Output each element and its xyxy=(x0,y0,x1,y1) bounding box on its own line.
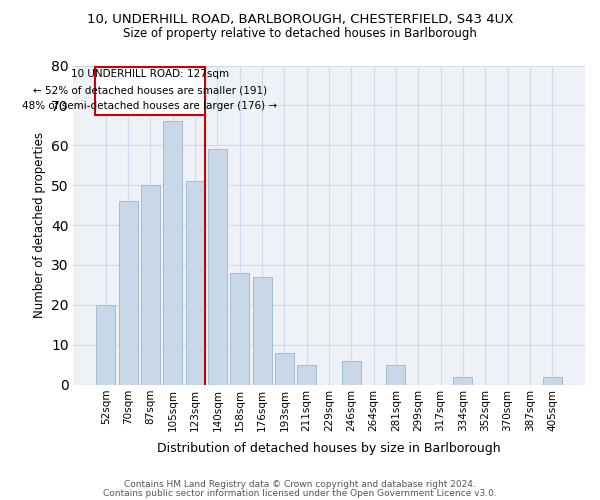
Text: Contains public sector information licensed under the Open Government Licence v3: Contains public sector information licen… xyxy=(103,490,497,498)
Bar xyxy=(208,150,227,384)
Text: Contains HM Land Registry data © Crown copyright and database right 2024.: Contains HM Land Registry data © Crown c… xyxy=(124,480,476,489)
Bar xyxy=(95,68,205,116)
Bar xyxy=(386,364,406,384)
Bar xyxy=(454,376,472,384)
Bar xyxy=(297,364,316,384)
Bar xyxy=(253,277,272,384)
Bar xyxy=(163,122,182,384)
Bar xyxy=(185,181,205,384)
Bar xyxy=(119,201,137,384)
X-axis label: Distribution of detached houses by size in Barlborough: Distribution of detached houses by size … xyxy=(157,442,501,455)
Text: 48% of semi-detached houses are larger (176) →: 48% of semi-detached houses are larger (… xyxy=(22,102,277,112)
Text: 10, UNDERHILL ROAD, BARLBOROUGH, CHESTERFIELD, S43 4UX: 10, UNDERHILL ROAD, BARLBOROUGH, CHESTER… xyxy=(87,12,513,26)
Bar xyxy=(543,376,562,384)
Bar xyxy=(275,352,294,384)
Bar xyxy=(96,305,115,384)
Bar xyxy=(342,360,361,384)
Text: ← 52% of detached houses are smaller (191): ← 52% of detached houses are smaller (19… xyxy=(32,86,266,96)
Bar xyxy=(230,273,249,384)
Text: Size of property relative to detached houses in Barlborough: Size of property relative to detached ho… xyxy=(123,28,477,40)
Text: 10 UNDERHILL ROAD: 127sqm: 10 UNDERHILL ROAD: 127sqm xyxy=(71,70,229,80)
Bar xyxy=(141,185,160,384)
Y-axis label: Number of detached properties: Number of detached properties xyxy=(32,132,46,318)
